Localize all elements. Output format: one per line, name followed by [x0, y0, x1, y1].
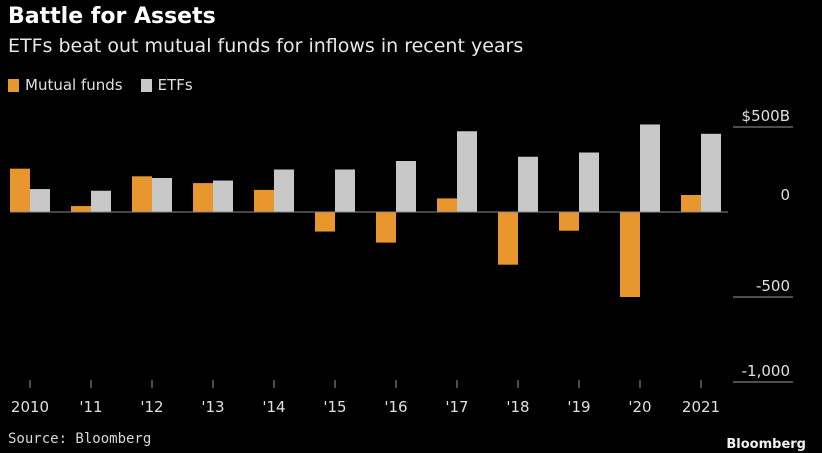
bar-mutual-funds: [71, 206, 91, 212]
bar-etfs: [30, 189, 50, 212]
bar-etfs: [579, 152, 599, 212]
y-tick-label: -500: [756, 277, 790, 295]
x-tick-label: '20: [628, 398, 651, 416]
bar-mutual-funds: [132, 176, 152, 212]
bar-mutual-funds: [10, 168, 30, 212]
x-tick-label: 2010: [11, 398, 49, 416]
legend-label-mutual-funds: Mutual funds: [25, 76, 123, 94]
bar-mutual-funds: [559, 212, 579, 231]
x-tick-label: '14: [262, 398, 285, 416]
bar-mutual-funds: [315, 212, 335, 232]
x-tick-label: '11: [79, 398, 102, 416]
bar-etfs: [213, 180, 233, 212]
source-note: Source: Bloomberg: [8, 431, 152, 447]
bar-mutual-funds: [376, 212, 396, 243]
bar-mutual-funds: [193, 183, 213, 212]
bar-mutual-funds: [620, 212, 640, 297]
x-tick-label: '12: [140, 398, 163, 416]
x-tick-label: 2021: [682, 398, 720, 416]
x-tick-label: '16: [384, 398, 407, 416]
legend-label-etfs: ETFs: [157, 76, 193, 94]
bar-etfs: [457, 131, 477, 212]
x-tick-label: '13: [201, 398, 224, 416]
chart-subtitle: ETFs beat out mutual funds for inflows i…: [8, 35, 524, 57]
y-tick-label: -1,000: [742, 362, 790, 380]
bar-etfs: [152, 178, 172, 212]
bar-mutual-funds: [437, 198, 457, 212]
legend-swatch-etfs: [140, 78, 152, 92]
x-tick-label: '15: [323, 398, 346, 416]
bar-etfs: [518, 156, 538, 212]
bar-etfs: [396, 161, 416, 212]
bar-etfs: [274, 169, 294, 212]
bar-etfs: [335, 169, 355, 212]
bar-mutual-funds: [498, 212, 518, 265]
bar-mutual-funds: [681, 195, 701, 212]
bar-mutual-funds: [254, 189, 274, 212]
bar-etfs: [640, 124, 660, 212]
chart-legend: Mutual funds ETFs: [8, 76, 211, 94]
x-tick-label: '19: [567, 398, 590, 416]
y-tick-label: 0: [780, 186, 790, 204]
legend-item-mutual-funds: Mutual funds: [8, 76, 123, 94]
legend-item-etfs: ETFs: [140, 76, 193, 94]
legend-swatch-mutual-funds: [8, 78, 19, 92]
x-tick-label: '17: [445, 398, 468, 416]
bar-etfs: [701, 133, 721, 212]
bar-etfs: [91, 190, 111, 212]
brand-logo: Bloomberg: [726, 437, 806, 452]
y-tick-label: $500B: [742, 107, 790, 125]
chart-title: Battle for Assets: [8, 4, 216, 29]
x-tick-label: '18: [506, 398, 529, 416]
